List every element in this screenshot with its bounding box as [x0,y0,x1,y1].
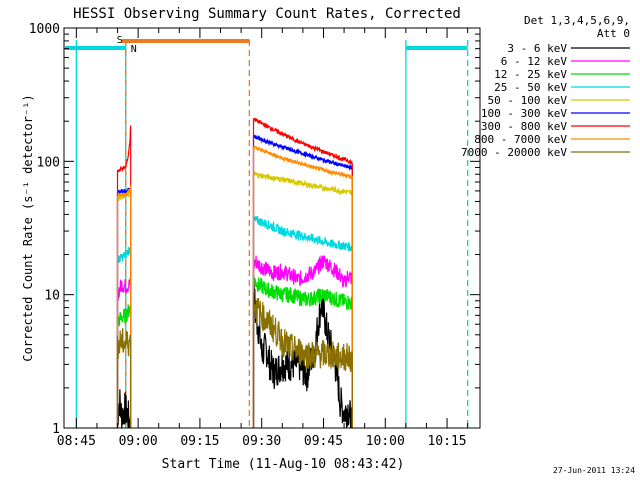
legend-label-7: 800 - 7000 keV [474,133,567,146]
flag-label-s: S [117,35,123,46]
data-series [116,117,353,428]
legend-label-4: 50 - 100 keV [488,94,568,107]
y-tick-label-2: 100 [37,155,60,170]
legend-label-8: 7000 - 20000 keV [461,146,567,159]
legend-label-5: 100 - 300 keV [481,107,567,120]
legend-label-6: 300 - 800 keV [481,120,567,133]
legend-header-2: Att 0 [597,27,630,40]
flag-label-n: N [131,44,137,55]
y-tick-label-1: 10 [44,289,60,304]
x-tick-label-3: 09:30 [242,434,281,449]
x-tick-label-0: 08:45 [57,434,96,449]
x-tick-label-2: 09:15 [180,434,219,449]
x-axis-label: Start Time (11-Aug-10 08:43:42) [162,457,405,472]
legend-label-3: 25 - 50 keV [494,81,567,94]
chart-title: HESSI Observing Summary Count Rates, Cor… [73,6,461,22]
legend-label-0: 3 - 6 keV [507,42,567,55]
date-stamp: 27-Jun-2011 13:24 [553,466,635,475]
axes-frame [63,27,481,429]
series-line-7 [116,145,353,428]
legend-header-1: Det 1,3,4,5,6,9, [524,14,630,27]
x-tick-label-5: 10:00 [366,434,405,449]
x-tick-label-6: 10:15 [427,434,466,449]
plot-area: SN 1 10 100 1000 08:45 09:00 09:15 09:30 09:45 10:… [29,22,481,449]
x-tick-label-1: 09:00 [119,434,158,449]
y-axis-label: Corrected Count Rate (s⁻¹ detector⁻¹) [21,94,35,361]
series-line-8 [116,292,353,428]
y-tick-label-0: 1 [52,422,60,437]
x-tick-label-4: 09:45 [304,434,343,449]
legend-label-2: 12 - 25 keV [494,68,567,81]
legend-label-1: 6 - 12 keV [501,55,568,68]
y-tick-label-3: 1000 [29,22,60,37]
